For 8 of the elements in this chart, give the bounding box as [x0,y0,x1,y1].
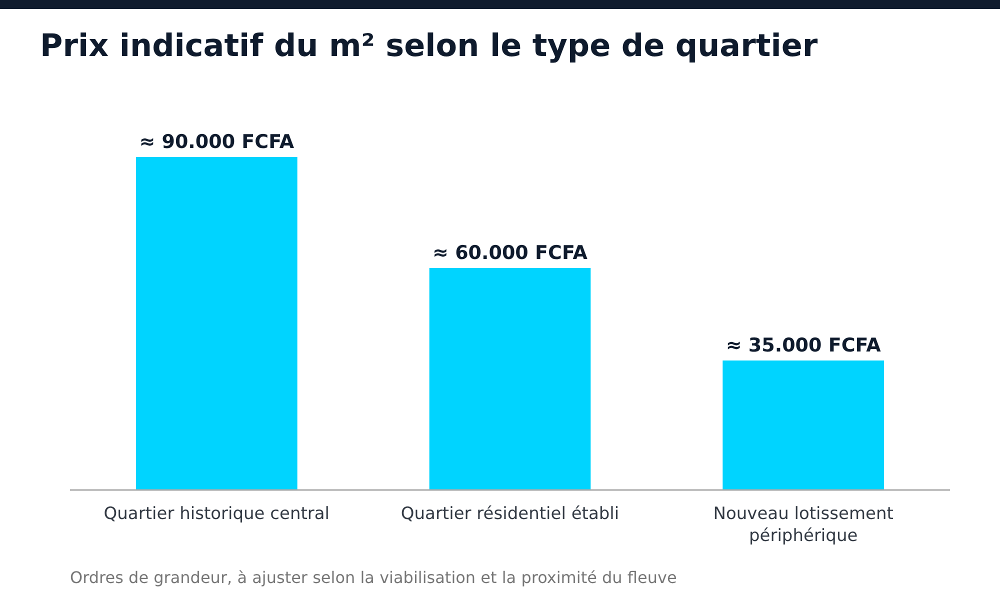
data-label: ≈ 60.000 FCFA [432,242,588,264]
text: Ordres de grandeur, à ajuster selon la viabilisation et la proximité du fleuve [70,568,677,587]
x-tick-label: Quartier résidentiel établi [400,504,620,524]
data-label: ≈ 90.000 FCFA [139,131,294,153]
x-tick-label: Quartier historique central [104,504,330,524]
data-label: ≈ 35.000 FCFA [726,334,882,356]
x-tick-label: Nouveau lotissement périphérique [713,504,894,546]
chart-title: Prix indicatif du m² selon le type de quartier [40,28,818,64]
